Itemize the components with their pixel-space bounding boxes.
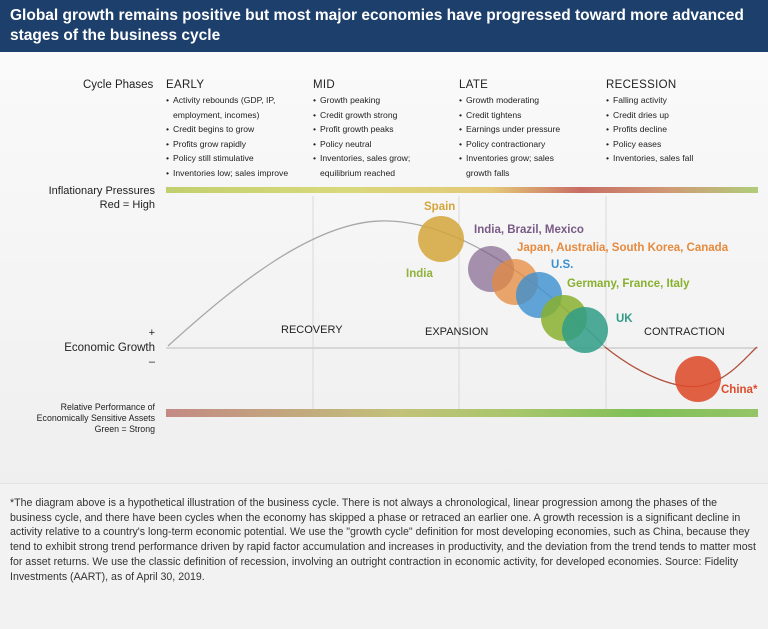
phase-bullet: Profits decline: [606, 122, 751, 137]
phase-bullet: Falling activity: [606, 93, 751, 108]
relative-performance-line-2: Economically Sensitive Assets: [36, 413, 155, 423]
phase-bullet: Activity rebounds (GDP, IP,: [166, 93, 311, 108]
phase-bullet: Growth moderating: [459, 93, 604, 108]
country-label-china: China*: [721, 384, 758, 396]
country-label-us: U.S.: [551, 259, 574, 271]
phase-bullet: Policy still stimulative: [166, 151, 311, 166]
country-label-spain: Spain: [424, 201, 456, 213]
header-banner: Global growth remains positive but most …: [0, 0, 768, 52]
relative-performance-label: Relative Performance of Economically Sen…: [5, 402, 155, 435]
inflationary-pressures-title: Inflationary Pressures: [48, 185, 155, 197]
phase-bullet: Profits grow rapidly: [166, 137, 311, 152]
growth-plus-sign: +: [148, 327, 155, 339]
phase-bullet: Policy contractionary: [459, 137, 604, 152]
phase-title: RECESSION: [606, 79, 677, 91]
country-label-india-brazil-mexico: India, Brazil, Mexico: [474, 224, 584, 236]
phase-bullet: Policy eases: [606, 137, 751, 152]
bubble-spain: [418, 216, 464, 262]
phase-recession: RECESSION Falling activity Credit dries …: [606, 79, 751, 166]
phase-bullet-continued: employment, incomes): [173, 109, 260, 120]
stage-expansion-label: EXPANSION: [425, 326, 489, 338]
bubble-uk: [562, 307, 608, 353]
phase-title: EARLY: [166, 79, 205, 91]
phase-bullet: Inventories low; sales improve: [166, 166, 311, 181]
relative-performance-line-1: Relative Performance of: [60, 402, 155, 412]
phase-bullet-list: Activity rebounds (GDP, IP, employment, …: [166, 93, 311, 181]
phase-bullet-list: Falling activity Credit dries up Profits…: [606, 93, 751, 166]
phase-bullet-continued: equilibrium reached: [320, 167, 395, 178]
phase-late: LATE Growth moderating Credit tightens E…: [459, 79, 604, 181]
footnote-panel: *The diagram above is a hypothetical ill…: [0, 483, 768, 629]
phase-bullet: Credit begins to grow: [166, 122, 311, 137]
inflationary-pressures-label: Inflationary Pressures Red = High: [10, 184, 155, 212]
phase-mid: MID Growth peaking Credit growth strong …: [313, 79, 458, 181]
phase-bullet: Credit dries up: [606, 108, 751, 123]
inflationary-pressures-bar: [166, 187, 758, 193]
growth-minus-sign: –: [148, 356, 155, 368]
phase-title: LATE: [459, 79, 489, 91]
inflationary-pressures-key: Red = High: [99, 199, 155, 211]
phase-bullet: Growth peaking: [313, 93, 458, 108]
phase-bullet-list: Growth peaking Credit growth strong Prof…: [313, 93, 458, 181]
footnote-text: *The diagram above is a hypothetical ill…: [10, 497, 756, 583]
country-label-japan-australia-south-korea-canada: Japan, Australia, South Korea, Canada: [517, 242, 729, 254]
phase-bullet: Credit tightens: [459, 108, 604, 123]
country-label-germany-france-italy: Germany, France, Italy: [567, 278, 690, 290]
relative-performance-bar: [166, 409, 758, 417]
phase-bullet-list: Growth moderating Credit tightens Earnin…: [459, 93, 604, 181]
phase-early: EARLY Activity rebounds (GDP, IP, employ…: [166, 79, 311, 181]
phase-bullet-continued: growth falls: [466, 167, 510, 178]
country-label-uk: UK: [616, 313, 633, 325]
phase-title: MID: [313, 79, 335, 91]
page-title: Global growth remains positive but most …: [10, 7, 744, 44]
stage-contraction-label: CONTRACTION: [644, 326, 725, 338]
phase-bullet: Credit growth strong: [313, 108, 458, 123]
cycle-phases-label: Cycle Phases: [83, 79, 154, 91]
phase-bullet: Policy neutral: [313, 137, 458, 152]
stage-recovery-label: RECOVERY: [281, 324, 343, 336]
phase-bullet: Inventories grow; sales: [459, 151, 604, 166]
phase-bullet: Profit growth peaks: [313, 122, 458, 137]
phase-bullet: Earnings under pressure: [459, 122, 604, 137]
country-label-india: India: [406, 268, 433, 280]
phase-bullet: Inventories, sales fall: [606, 151, 751, 166]
relative-performance-key: Green = Strong: [94, 424, 155, 434]
bubble-china: [675, 356, 721, 402]
phase-bullet: Inventories, sales grow;: [313, 151, 458, 166]
economic-growth-label: Economic Growth: [64, 342, 155, 354]
